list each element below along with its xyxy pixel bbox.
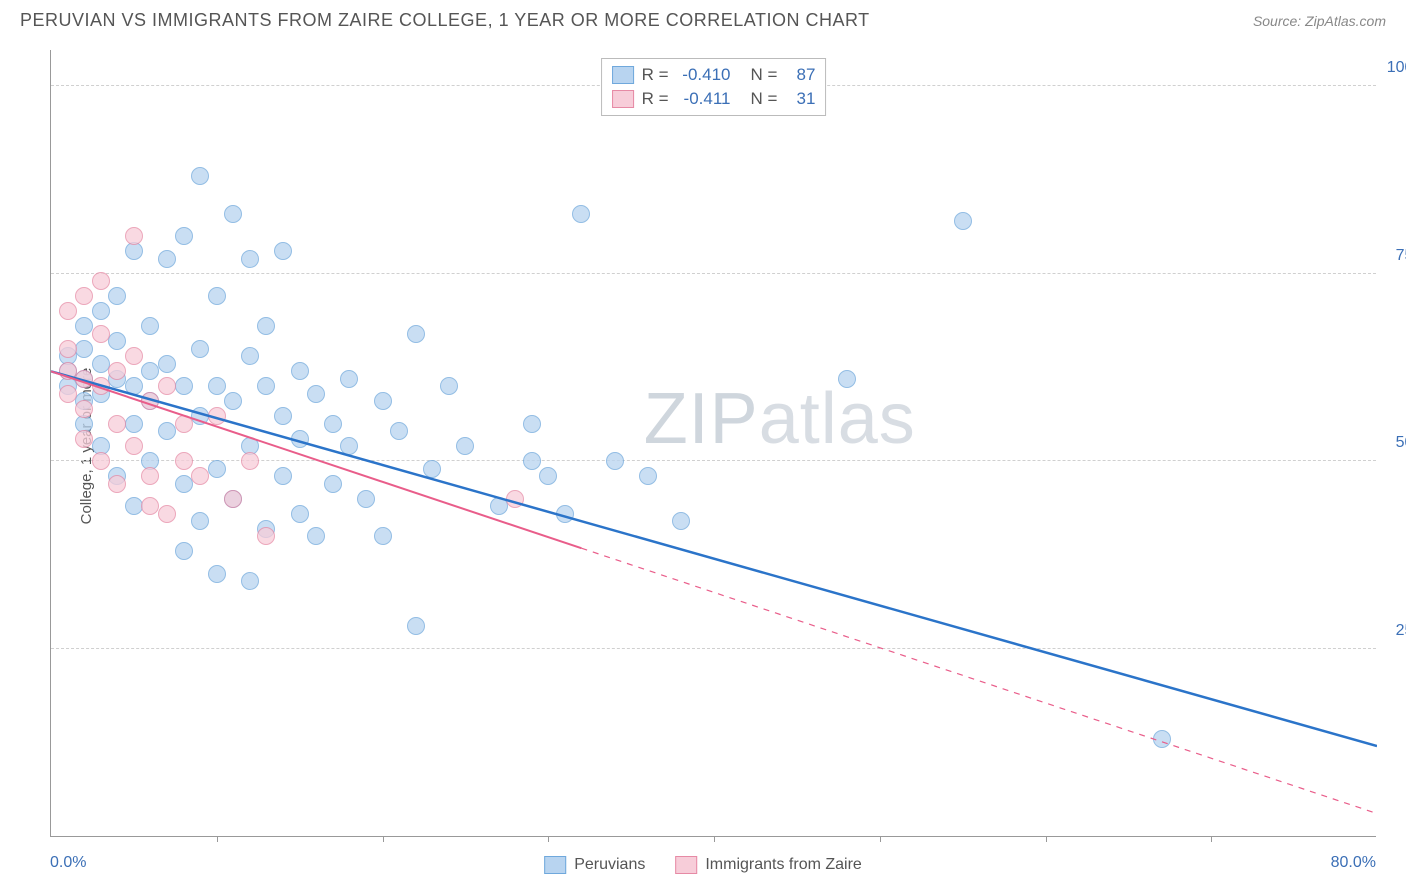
legend-r-value: -0.411 xyxy=(677,89,731,109)
legend-item: Immigrants from Zaire xyxy=(675,856,861,874)
x-end-label: 80.0% xyxy=(1331,854,1376,872)
x-start-label: 0.0% xyxy=(50,854,86,872)
y-tick-label: 50.0% xyxy=(1381,434,1406,452)
x-tick xyxy=(383,836,384,842)
x-tick xyxy=(880,836,881,842)
legend-swatch xyxy=(544,856,566,874)
legend-row: R = -0.411 N = 31 xyxy=(612,87,816,111)
legend-r-value: -0.410 xyxy=(677,65,731,85)
correlation-legend: R = -0.410 N = 87 R = -0.411 N = 31 xyxy=(601,58,827,116)
x-tick xyxy=(1211,836,1212,842)
header: PERUVIAN VS IMMIGRANTS FROM ZAIRE COLLEG… xyxy=(0,0,1406,37)
y-tick-label: 100.0% xyxy=(1381,59,1406,77)
legend-swatch xyxy=(612,66,634,84)
legend-label: Peruvians xyxy=(574,856,645,874)
legend-r-label: R = xyxy=(642,89,669,109)
legend-item: Peruvians xyxy=(544,856,645,874)
legend-n-label: N = xyxy=(751,89,778,109)
legend-row: R = -0.410 N = 87 xyxy=(612,63,816,87)
x-tick xyxy=(548,836,549,842)
legend-swatch xyxy=(612,90,634,108)
x-tick xyxy=(714,836,715,842)
series-legend: Peruvians Immigrants from Zaire xyxy=(544,856,862,874)
x-tick xyxy=(217,836,218,842)
legend-swatch xyxy=(675,856,697,874)
legend-n-value: 31 xyxy=(785,89,815,109)
source-label: Source: ZipAtlas.com xyxy=(1253,13,1386,29)
chart-title: PERUVIAN VS IMMIGRANTS FROM ZAIRE COLLEG… xyxy=(20,10,870,31)
legend-r-label: R = xyxy=(642,65,669,85)
y-tick-label: 25.0% xyxy=(1381,622,1406,640)
scatter-chart: ZIPatlas R =-0.410N =87R =-0.411N =31 25… xyxy=(50,50,1376,837)
legend-label: Immigrants from Zaire xyxy=(705,856,861,874)
legend-n-value: 87 xyxy=(785,65,815,85)
x-tick xyxy=(1046,836,1047,842)
legend-n-label: N = xyxy=(751,65,778,85)
trendlines xyxy=(51,49,1377,836)
y-tick-label: 75.0% xyxy=(1381,247,1406,265)
